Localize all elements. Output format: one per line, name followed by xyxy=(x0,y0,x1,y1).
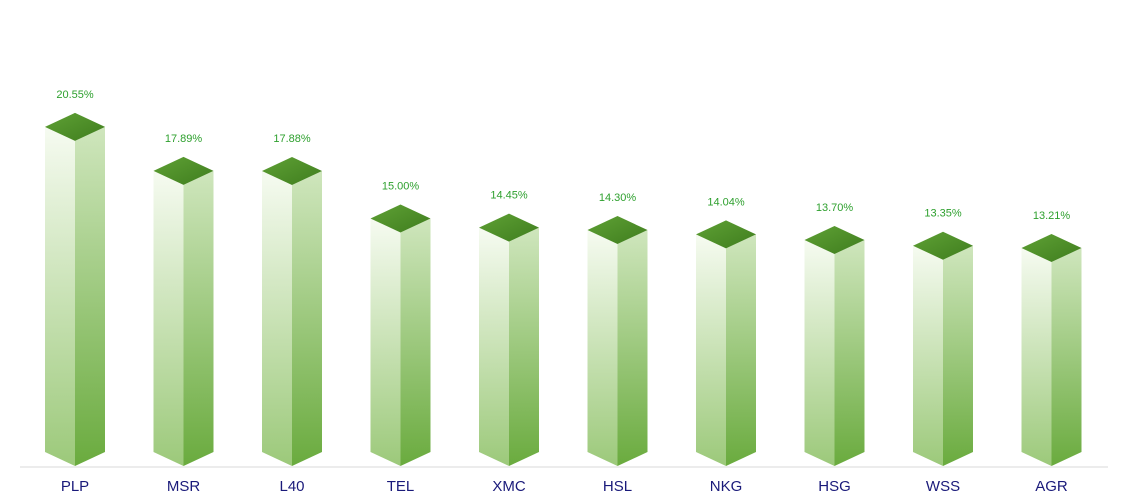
x-tick-label: AGR xyxy=(1035,478,1068,495)
x-tick-label: HSL xyxy=(603,478,632,495)
bar-top-face xyxy=(1021,234,1082,263)
bar-front-face xyxy=(153,170,184,466)
x-tick-label: HSG xyxy=(818,478,851,495)
bar-front-face xyxy=(262,170,292,467)
x-tick-label: TEL xyxy=(387,478,415,495)
bar-front-face xyxy=(370,218,401,466)
bar-l40 xyxy=(262,156,322,467)
bar-front-face xyxy=(1021,248,1052,466)
data-labels-group: 20.55% 17.89% 17.88% 15.00% 14.45% 14.30% 14.0… xyxy=(56,89,1070,222)
bar-top-face xyxy=(45,112,105,141)
bar-top-face xyxy=(262,156,322,185)
data-label: 17.89% xyxy=(165,133,203,145)
bar-front-face xyxy=(587,230,618,466)
bar-top-face xyxy=(479,213,539,242)
bar-top-face xyxy=(370,204,431,233)
data-label: 14.45% xyxy=(490,190,528,202)
bar-side-face xyxy=(400,218,431,466)
bar-side-face xyxy=(509,227,539,466)
data-label: 20.55% xyxy=(56,89,94,101)
bar-msr xyxy=(153,156,214,466)
bar-side-face xyxy=(292,170,322,467)
bar-front-face xyxy=(45,126,75,467)
data-label: 13.21% xyxy=(1033,210,1071,222)
x-tick-label: MSR xyxy=(167,478,201,495)
data-label: 14.04% xyxy=(707,196,745,208)
bar-agr xyxy=(1021,234,1082,466)
x-tick-labels-group: PLP MSR L40 TEL XMC HSL NKG HSG WSS AGR xyxy=(61,478,1068,495)
bar-top-face xyxy=(587,216,648,245)
bar-wss xyxy=(913,231,973,466)
data-label: 13.35% xyxy=(924,208,962,220)
bar-side-face xyxy=(75,126,105,467)
x-tick-label: PLP xyxy=(61,478,89,495)
bar-hsl xyxy=(587,216,648,466)
x-tick-label: NKG xyxy=(710,478,743,495)
bar-xmc xyxy=(479,213,539,466)
bar-side-face xyxy=(183,170,214,466)
bar-top-face xyxy=(153,156,214,185)
bar-tel xyxy=(370,204,431,466)
bar-front-face xyxy=(804,239,835,466)
data-label: 17.88% xyxy=(273,133,311,145)
bar-top-face xyxy=(804,225,865,254)
bar-front-face xyxy=(913,245,943,466)
bar-side-face xyxy=(1051,248,1082,466)
bar-top-face xyxy=(696,220,756,249)
x-tick-label: WSS xyxy=(926,478,960,495)
bar-side-face xyxy=(726,234,756,466)
x-tick-label: XMC xyxy=(492,478,526,495)
bar-hsg xyxy=(804,225,865,466)
data-label: 13.70% xyxy=(816,202,854,214)
bar-plp xyxy=(45,112,105,467)
bar-side-face xyxy=(834,239,865,466)
bars-group xyxy=(45,112,1082,467)
bar-top-face xyxy=(913,231,973,260)
data-label: 14.30% xyxy=(599,192,637,204)
data-label: 15.00% xyxy=(382,181,420,193)
x-tick-label: L40 xyxy=(279,478,304,495)
bar-front-face xyxy=(479,227,509,466)
bar-side-face xyxy=(943,245,973,466)
bar-nkg xyxy=(696,220,756,466)
bar-front-face xyxy=(696,234,726,466)
bar-side-face xyxy=(617,230,648,466)
